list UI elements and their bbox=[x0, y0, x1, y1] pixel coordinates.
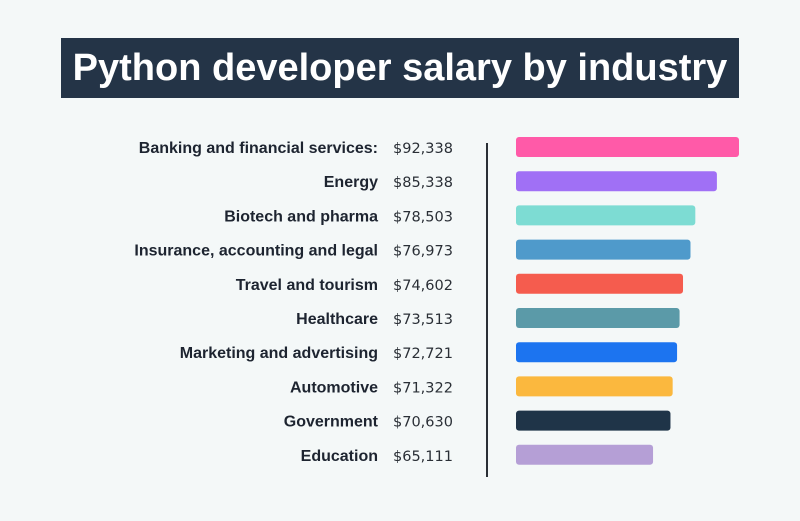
category-label: Biotech and pharma bbox=[224, 208, 378, 225]
value-label: $92,338 bbox=[393, 141, 453, 157]
value-label: $65,111 bbox=[393, 449, 453, 465]
value-label: $85,338 bbox=[393, 175, 453, 191]
category-label: Healthcare bbox=[296, 311, 378, 328]
bar bbox=[516, 444, 654, 465]
title-area: Python developer salary by industry bbox=[0, 38, 800, 98]
value-label: $74,602 bbox=[393, 278, 453, 294]
bar bbox=[516, 205, 696, 226]
category-label: Banking and financial services: bbox=[139, 140, 378, 157]
bar bbox=[516, 308, 680, 328]
category-label: Energy bbox=[324, 174, 378, 191]
category-label: Marketing and advertising bbox=[180, 345, 378, 362]
value-label: $78,503 bbox=[393, 209, 453, 225]
bar bbox=[516, 137, 739, 157]
bar bbox=[516, 239, 691, 260]
bar bbox=[516, 342, 678, 363]
bar bbox=[516, 273, 684, 294]
category-label: Travel and tourism bbox=[236, 277, 378, 294]
category-label: Government bbox=[284, 414, 379, 431]
title-banner: Python developer salary by industry bbox=[60, 38, 740, 98]
value-label: $70,630 bbox=[393, 415, 453, 431]
category-label: Automotive bbox=[290, 379, 378, 396]
bar bbox=[516, 410, 671, 431]
category-label: Education bbox=[301, 448, 378, 465]
category-label: Insurance, accounting and legal bbox=[134, 243, 378, 260]
chart-title: Python developer salary by industry bbox=[72, 46, 728, 89]
bar bbox=[516, 376, 673, 397]
bar bbox=[516, 171, 717, 192]
value-label: $76,973 bbox=[393, 244, 453, 260]
value-label: $71,322 bbox=[393, 380, 453, 396]
value-label: $73,513 bbox=[393, 312, 453, 328]
value-label: $72,721 bbox=[393, 346, 453, 362]
